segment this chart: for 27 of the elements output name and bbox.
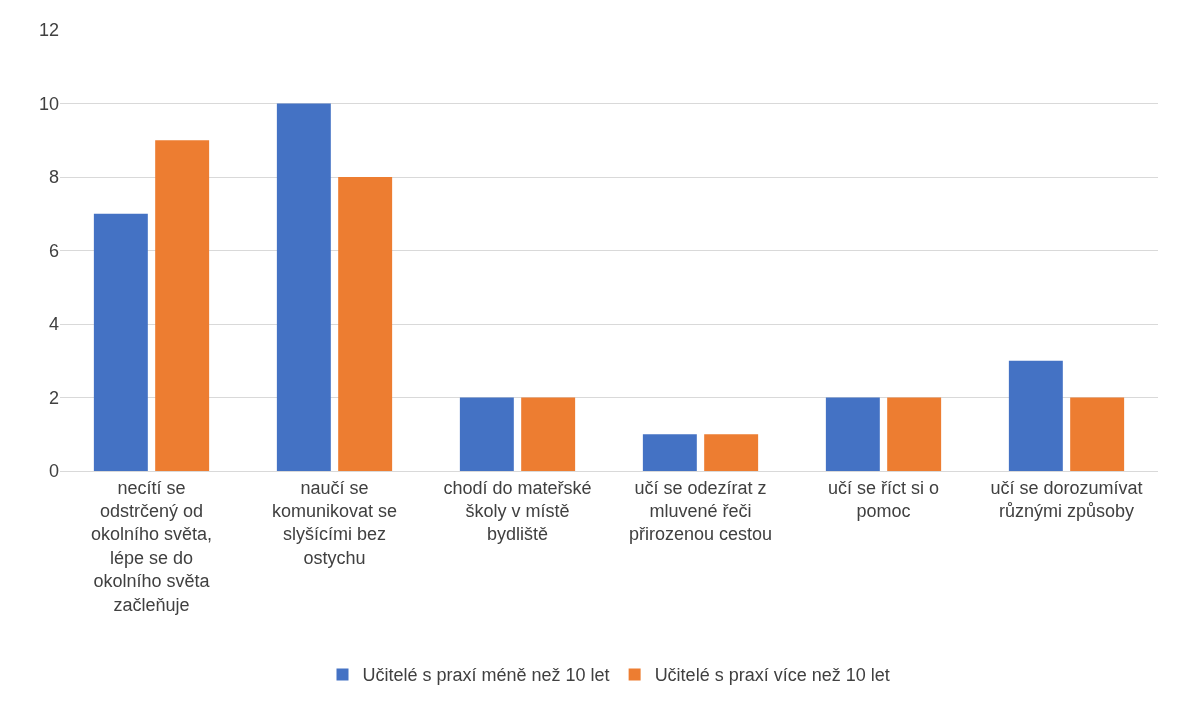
x-tick-label: chodí do mateřské školy v místě bydliště — [443, 477, 592, 545]
bar — [825, 397, 880, 471]
bar — [521, 397, 576, 471]
bar — [1070, 397, 1125, 471]
y-tick-label: 12 — [38, 20, 59, 41]
bar — [338, 177, 393, 471]
x-tick-label: učí se dorozumívat různými způsoby — [990, 477, 1143, 521]
y-tick-label: 4 — [48, 314, 59, 335]
bar — [642, 434, 697, 471]
y-tick-label: 2 — [48, 387, 59, 408]
bar — [459, 397, 514, 471]
bar — [93, 213, 148, 471]
y-tick-label: 6 — [48, 240, 59, 261]
legend-label: Učitelé s praxí méně než 10 let — [362, 665, 610, 686]
bar — [155, 140, 210, 471]
bar — [704, 434, 759, 471]
x-tick-label: učí se odezírat z mluvené řeči přirozenou cestou — [628, 477, 773, 545]
bar — [1008, 360, 1063, 471]
y-tick-label: 8 — [48, 167, 59, 188]
x-tick-label: necítí se odstrčený od okolního světa, lépe se do okolního světa začleňuje — [90, 477, 213, 615]
bar — [887, 397, 942, 471]
x-tick-label: učí se říct si o pomoc — [827, 477, 940, 521]
y-tick-label: 0 — [48, 461, 59, 482]
bar — [276, 103, 331, 471]
y-tick-label: 10 — [38, 93, 59, 114]
legend-label: Učitelé s praxí více než 10 let — [654, 665, 890, 686]
x-tick-label: naučí se komunikovat se slyšícími bez ostychu — [271, 477, 398, 568]
